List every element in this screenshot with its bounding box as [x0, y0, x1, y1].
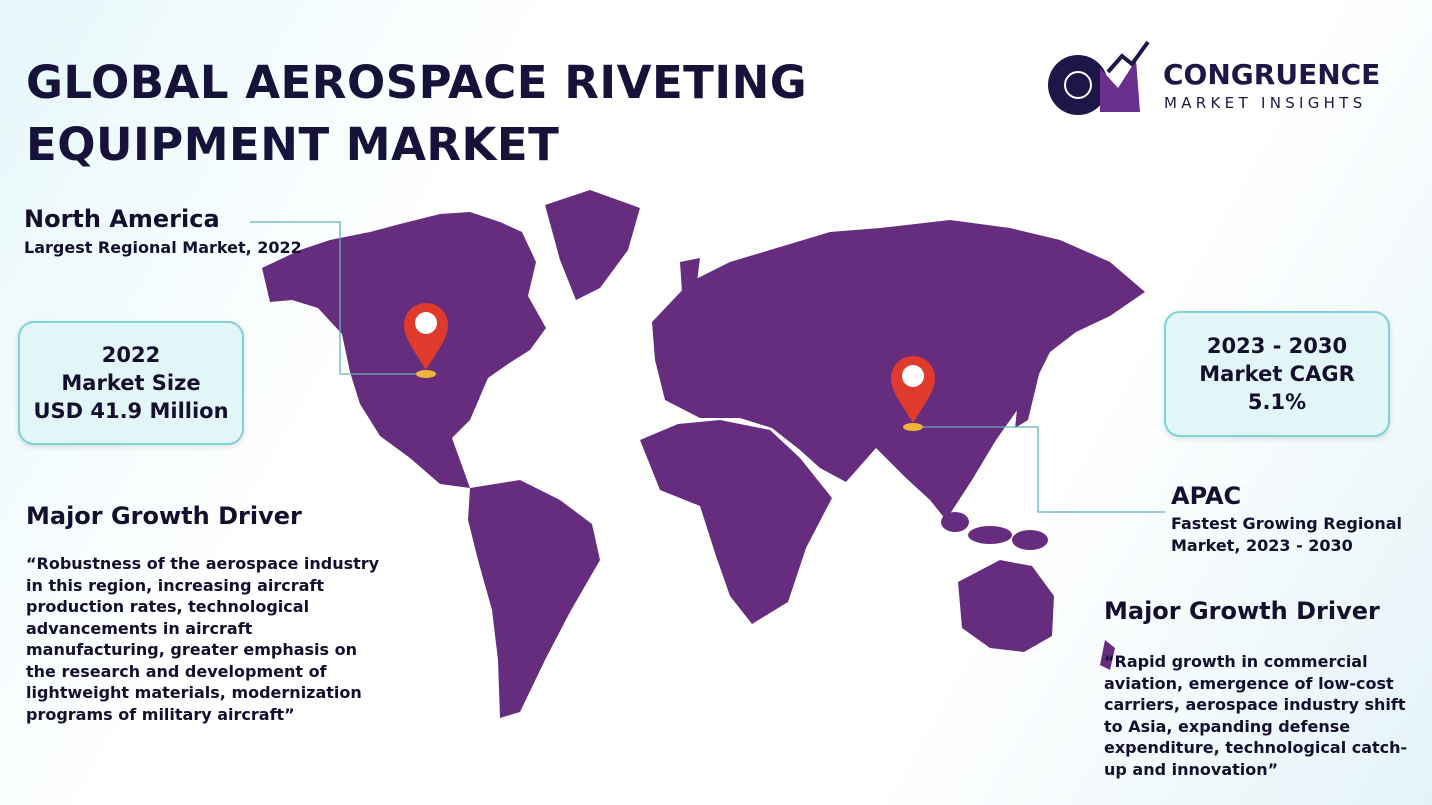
- box-line: Market CAGR: [1199, 362, 1355, 386]
- title-line: EQUIPMENT MARKET: [26, 118, 560, 171]
- region-label: North America: [24, 205, 220, 233]
- logo-tagline: MARKET INSIGHTS: [1164, 94, 1367, 112]
- region-note: Largest Regional Market, 2022: [24, 238, 302, 257]
- note-line: Fastest Growing Regional: [1171, 514, 1403, 533]
- location-pin: [404, 303, 448, 378]
- continents: [262, 190, 1145, 718]
- logo-name: CONGRUENCE: [1163, 58, 1381, 91]
- logo-mark: [1048, 40, 1150, 115]
- box-line: Market Size: [61, 371, 201, 395]
- box-line: 2023 - 2030: [1206, 334, 1348, 358]
- region-note: Fastest Growing Regional Market, 2023 - …: [1171, 513, 1402, 557]
- market-size-box: 2022 Market Size USD 41.9 Million: [18, 321, 244, 445]
- title: GLOBAL AEROSPACE RIVETING EQUIPMENT MARK…: [26, 52, 807, 176]
- connectors: [250, 221, 1165, 513]
- region-label: APAC: [1171, 482, 1242, 510]
- driver-text: “Rapid growth in commercial aviation, em…: [1104, 652, 1408, 779]
- note-line: Market, 2023 - 2030: [1171, 536, 1353, 555]
- location-pin: [891, 356, 935, 431]
- driver-heading: Major Growth Driver: [26, 502, 302, 530]
- title-line: GLOBAL AEROSPACE RIVETING: [26, 56, 808, 109]
- driver-heading: Major Growth Driver: [1104, 597, 1380, 625]
- box-line: 2022: [101, 343, 161, 367]
- box-line: USD 41.9 Million: [33, 399, 229, 423]
- driver-text: “Robustness of the aerospace industry in…: [26, 554, 380, 724]
- cagr-box: 2023 - 2030 Market CAGR 5.1%: [1164, 311, 1390, 437]
- box-line: 5.1%: [1247, 390, 1307, 414]
